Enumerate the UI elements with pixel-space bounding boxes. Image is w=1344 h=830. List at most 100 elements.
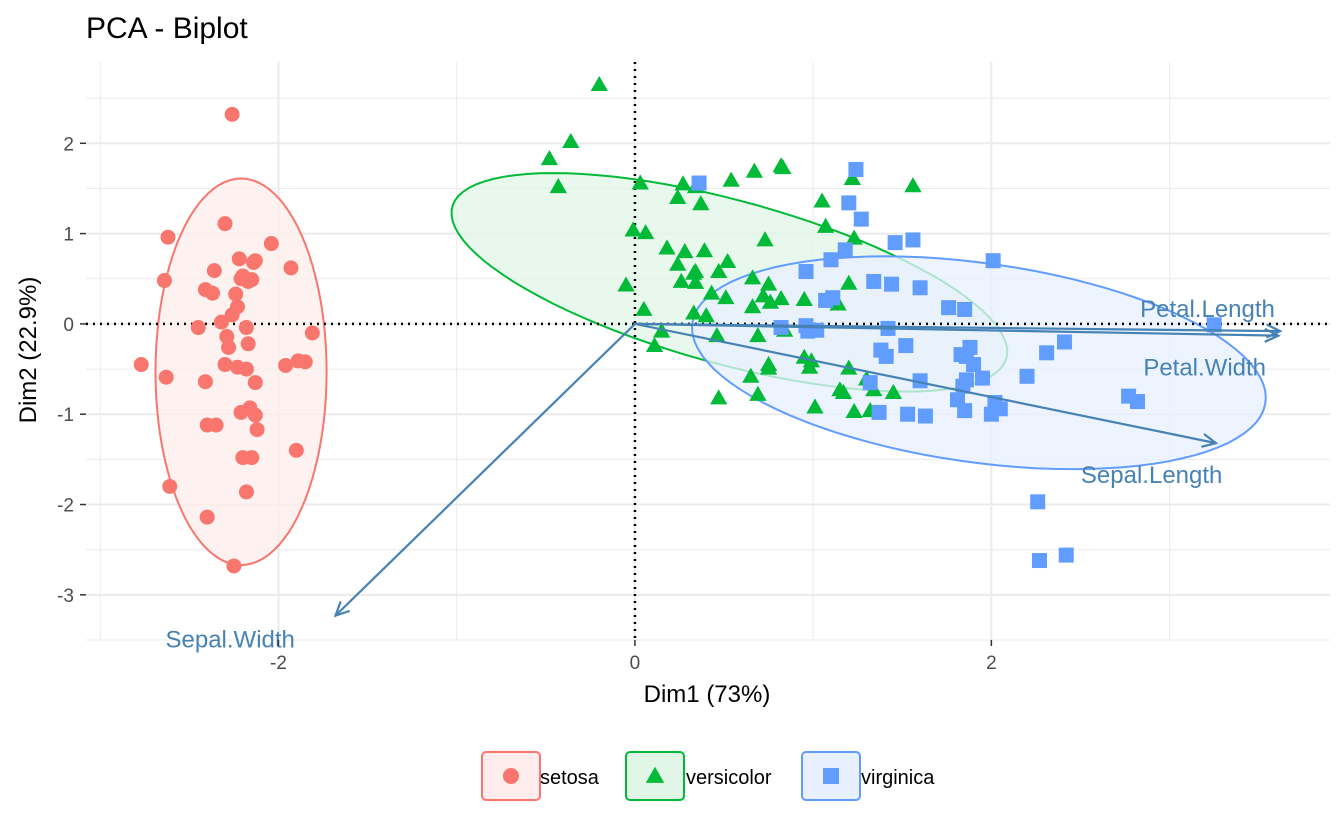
point-versicolor [795, 290, 813, 306]
point-versicolor [761, 293, 780, 309]
arrow-sepal-width [334, 323, 636, 617]
point-setosa [206, 263, 222, 279]
x-tick-label: -2 [270, 653, 287, 674]
point-virginica [853, 211, 869, 227]
point-versicolor [590, 75, 608, 92]
point-setosa [205, 285, 221, 301]
point-virginica [837, 242, 853, 258]
point-virginica [1056, 334, 1072, 350]
legend-label: virginica [861, 767, 935, 789]
point-versicolor [669, 188, 687, 204]
point-setosa [221, 339, 237, 355]
point-versicolor [562, 132, 580, 148]
point-versicolor [845, 229, 863, 245]
variable-label: Sepal.Width [166, 627, 295, 654]
point-setosa [226, 558, 242, 574]
point-setosa [297, 354, 313, 370]
y-tick-label: 1 [63, 225, 74, 246]
point-setosa [247, 375, 263, 391]
point-virginica [1039, 345, 1055, 361]
point-setosa [224, 106, 240, 122]
series-setosa [133, 106, 320, 574]
point-versicolor [686, 273, 705, 289]
x-axis-label: Dim1 (73%) [644, 681, 771, 708]
point-versicolor [631, 174, 649, 190]
point-virginica [1031, 553, 1047, 569]
point-versicolor [635, 300, 653, 316]
point-versicolor [774, 159, 792, 175]
point-setosa [158, 369, 174, 385]
arrowhead [333, 601, 351, 618]
point-versicolor [645, 336, 664, 353]
data-points [133, 75, 1222, 574]
point-versicolor [676, 243, 694, 259]
arrowhead [1264, 327, 1281, 343]
point-virginica [691, 175, 707, 191]
point-setosa [162, 478, 178, 494]
point-versicolor [772, 289, 790, 306]
point-setosa [199, 509, 215, 525]
point-virginica [917, 408, 933, 424]
point-versicolor [749, 327, 767, 343]
point-setosa [304, 325, 320, 341]
point-versicolor [904, 177, 922, 193]
point-setosa [278, 357, 294, 373]
point-versicolor [685, 264, 703, 280]
legend-marker [645, 766, 665, 783]
point-setosa [283, 260, 299, 276]
y-axis-label: Dim2 (22.9%) [15, 277, 42, 424]
point-versicolor [718, 252, 737, 269]
point-setosa [263, 236, 279, 252]
y-tick-label: 0 [63, 315, 74, 336]
legend-marker [823, 768, 839, 784]
point-setosa [224, 307, 240, 323]
point-versicolor [743, 269, 762, 285]
point-setosa [213, 314, 229, 330]
point-setosa [238, 361, 254, 377]
point-setosa [247, 407, 263, 423]
point-virginica [900, 406, 916, 422]
point-virginica [1030, 494, 1046, 510]
point-virginica [1019, 368, 1035, 384]
point-versicolor [710, 389, 728, 405]
point-setosa [238, 484, 254, 500]
point-setosa [240, 273, 256, 289]
legend: setosa versicolor virginica [481, 751, 935, 801]
point-setosa [240, 336, 256, 352]
point-versicolor [692, 195, 710, 211]
y-tick-label: -1 [57, 405, 74, 426]
point-virginica [912, 280, 928, 296]
point-versicolor [674, 175, 692, 191]
legend-item-setosa: setosa [481, 751, 600, 801]
point-versicolor [697, 307, 715, 323]
legend-marker [503, 768, 519, 784]
point-versicolor [800, 358, 819, 374]
point-setosa [197, 374, 213, 390]
point-setosa [288, 442, 304, 458]
arrow-sepal-length [634, 322, 1217, 445]
point-setosa [156, 273, 172, 289]
point-setosa [190, 320, 206, 336]
point-virginica [1130, 394, 1146, 410]
point-versicolor [806, 398, 824, 414]
point-versicolor [840, 274, 858, 290]
legend-label: versicolor [686, 767, 772, 789]
point-virginica [884, 276, 900, 292]
point-versicolor [708, 327, 726, 343]
point-versicolor [685, 304, 703, 320]
point-versicolor [710, 262, 728, 278]
point-versicolor [617, 276, 635, 292]
y-tick-label: 2 [63, 134, 74, 155]
point-versicolor [702, 284, 721, 300]
point-versicolor [669, 255, 687, 271]
point-versicolor [695, 242, 714, 258]
point-setosa [246, 254, 262, 270]
point-setosa [233, 404, 249, 420]
point-versicolor [743, 298, 762, 314]
point-virginica [841, 195, 857, 211]
point-versicolor [845, 402, 863, 418]
point-setosa [228, 286, 244, 302]
point-virginica [848, 161, 864, 177]
point-versicolor [658, 239, 676, 255]
